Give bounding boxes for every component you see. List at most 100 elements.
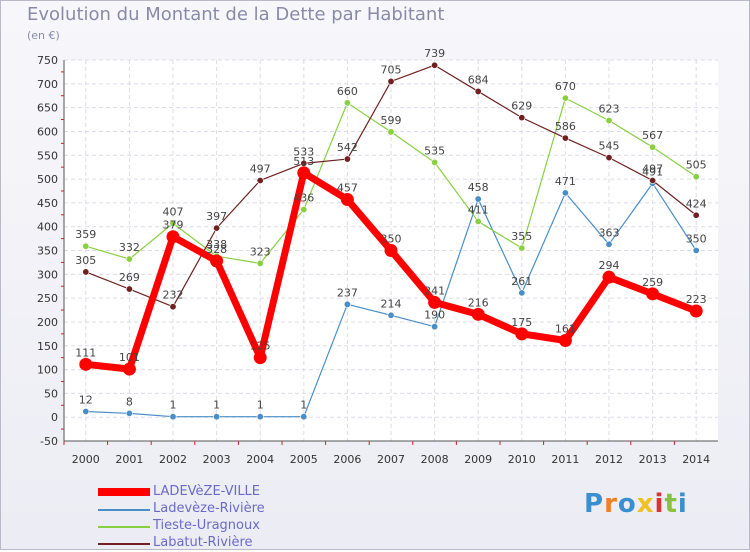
data-point [122,362,136,376]
y-tick-label: 650 [37,102,58,115]
data-point [256,259,264,267]
y-tick-label: 350 [37,245,58,258]
data-label: 161 [555,323,576,336]
data-point [300,413,308,421]
data-point [646,287,660,301]
data-point [343,300,351,308]
data-label: 705 [381,63,402,76]
data-label: 237 [337,286,358,299]
logo-letter: r [604,489,618,519]
data-label: 436 [293,192,314,205]
legend-label: Ladevèze-Rivière [153,501,265,516]
data-label: 332 [119,241,140,254]
data-label: 359 [75,228,96,241]
data-label: 458 [468,181,489,194]
data-point [605,116,613,124]
y-tick-label: 0 [51,411,58,424]
data-point [561,189,569,197]
data-label: 294 [599,259,620,272]
data-point [605,154,613,162]
x-tick-label: 2000 [72,453,100,466]
legend-label: Tieste-Uragnoux [153,518,260,533]
x-tick-label: 2005 [290,453,318,466]
logo-letter: t [664,489,678,519]
data-point [518,114,526,122]
data-point [169,413,177,421]
y-tick-label: 400 [37,221,58,234]
y-tick-label: 450 [37,197,58,210]
data-point [692,211,700,219]
data-point [213,224,221,232]
x-tick-label: 2007 [377,453,405,466]
legend-swatch [98,526,150,528]
x-tick-label: 2011 [551,453,579,466]
data-point [256,413,264,421]
data-point [602,270,616,284]
data-label: 599 [381,114,402,127]
data-point [692,173,700,181]
data-label: 660 [337,85,358,98]
data-label: 535 [424,144,445,157]
data-label: 355 [511,230,532,243]
data-label: 175 [511,316,532,329]
x-tick-label: 2009 [464,453,492,466]
data-point [518,244,526,252]
data-label: 261 [511,275,532,288]
data-point [125,285,133,293]
x-tick-label: 2014 [682,453,710,466]
logo-letter: o [617,489,637,519]
y-tick-label: 600 [37,125,58,138]
legend-swatch [98,509,150,511]
data-point [169,219,177,227]
data-point [649,143,657,151]
data-label: 363 [599,226,620,239]
data-label: 259 [642,276,663,289]
data-label: 542 [337,141,358,154]
x-tick-label: 2013 [639,453,667,466]
legend-swatch [98,543,150,545]
data-label: 328 [206,243,227,256]
data-label: 190 [424,309,445,322]
data-label: 8 [126,395,133,408]
data-point [82,407,90,415]
legend-swatch [98,488,150,496]
data-label: 1 [300,399,307,412]
chart-title: Evolution du Montant de la Dette par Hab… [27,4,445,25]
x-tick-label: 2003 [203,453,231,466]
y-tick-label: 550 [37,149,58,162]
data-label: 1 [257,399,264,412]
data-label: 623 [599,102,620,115]
data-point [518,289,526,297]
y-tick-label: 750 [37,54,58,67]
x-tick-label: 2006 [333,453,361,466]
data-point [340,193,354,207]
data-point [431,158,439,166]
legend-label: LADEVèZE-VILLE [153,484,261,499]
data-label: 497 [642,162,663,175]
data-label: 111 [75,346,96,359]
data-label: 1 [170,399,177,412]
data-label: 739 [424,47,445,60]
y-tick-label: 700 [37,78,58,91]
y-tick-label: 100 [37,364,58,377]
data-point [428,295,442,309]
data-label: 350 [381,233,402,246]
legend-label: Labatut-Rivière [153,535,253,550]
y-tick-label: -50 [40,435,58,448]
data-label: 125 [250,340,271,353]
data-point [689,304,703,318]
data-point [561,94,569,102]
data-point [125,409,133,417]
data-point [649,176,657,184]
data-label: 684 [468,73,489,86]
data-point [561,134,569,142]
data-label: 407 [163,205,184,218]
x-tick-label: 2012 [595,453,623,466]
data-point [558,334,572,348]
data-label: 567 [642,129,663,142]
data-point [605,240,613,248]
y-tick-label: 150 [37,340,58,353]
y-tick-label: 500 [37,173,58,186]
y-tick-label: 50 [44,387,58,400]
data-point [297,166,311,180]
